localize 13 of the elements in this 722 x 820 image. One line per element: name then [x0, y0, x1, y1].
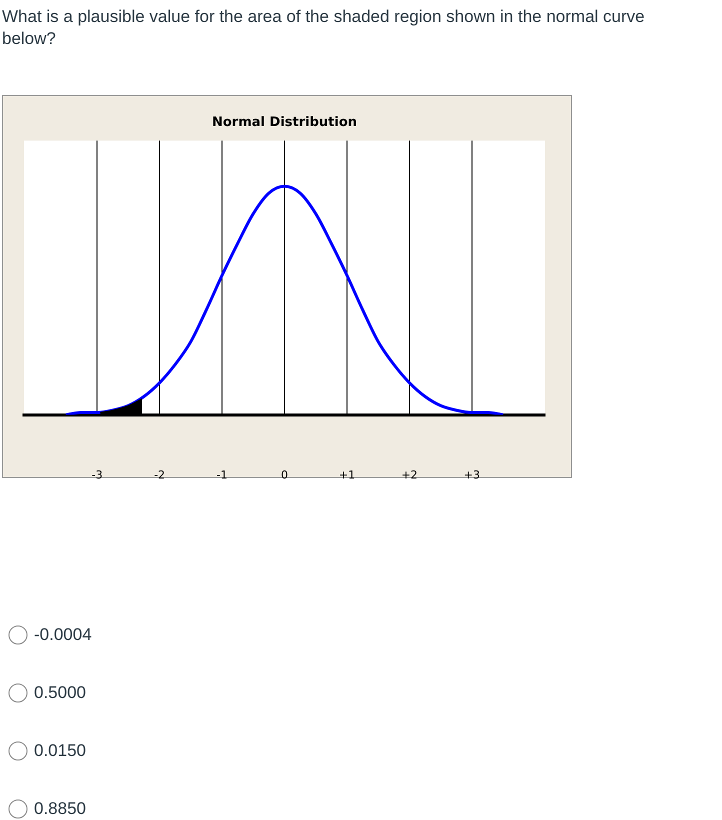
- x-tick-label: 0: [281, 468, 288, 482]
- x-tick-label: -2: [154, 468, 166, 482]
- text: 0.8850: [34, 799, 86, 819]
- x-tick-label: +1: [338, 468, 356, 482]
- chart-title: Normal Distribution: [212, 115, 358, 130]
- x-tick-label: +2: [401, 468, 418, 482]
- text: -0.0004: [34, 625, 92, 645]
- x-tick-label: -3: [92, 468, 103, 482]
- text: 0.5000: [34, 683, 86, 703]
- text: 0.0150: [34, 741, 86, 761]
- x-tick-label: -1: [216, 468, 228, 482]
- text: What is a plausible value for the area of the shaded region shown in the normal curve below?: [2, 6, 646, 50]
- x-tick-label: +3: [464, 468, 480, 482]
